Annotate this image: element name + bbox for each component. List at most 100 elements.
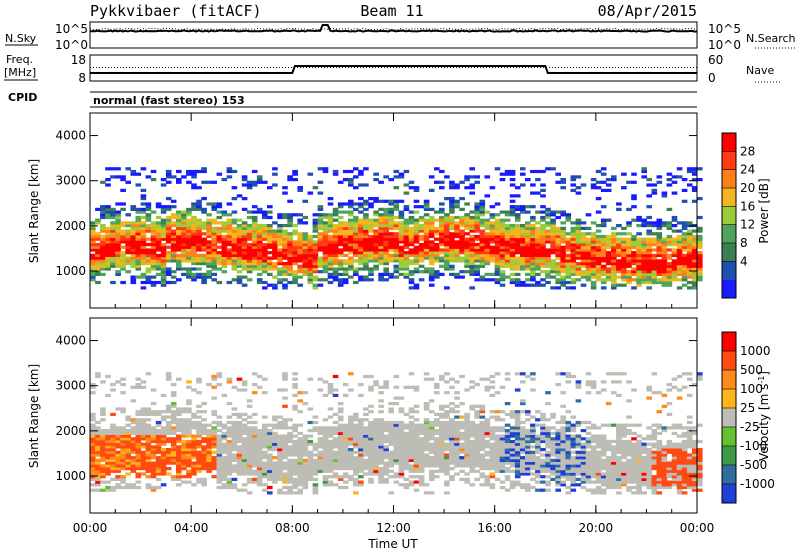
power-cell [454, 186, 460, 190]
power-cell [251, 180, 258, 184]
velocity-cell [216, 423, 223, 427]
velocity-cell [307, 429, 314, 433]
velocity-cell [489, 442, 496, 446]
velocity-cell [272, 431, 278, 435]
velocity-cell [408, 453, 415, 457]
velocity-cell [165, 461, 172, 465]
velocity-cell [484, 439, 491, 444]
power-cell [120, 262, 126, 266]
power-cell [368, 237, 374, 241]
power-cell [570, 267, 577, 271]
power-cell [408, 215, 415, 220]
velocity-cell [105, 450, 111, 454]
power-cell [449, 240, 455, 244]
velocity-cell [459, 448, 465, 452]
power-cell [135, 226, 142, 230]
velocity-cell [226, 480, 233, 484]
power-cell [90, 237, 96, 241]
power-cell [206, 224, 212, 228]
power-cell [611, 283, 617, 287]
velocity-cell [312, 469, 319, 473]
velocity-cell [262, 434, 268, 438]
power-cell [499, 232, 506, 236]
velocity-cell [191, 469, 197, 473]
velocity-cell [145, 445, 152, 449]
power-cell [206, 202, 212, 206]
velocity-cell [110, 485, 116, 490]
power-cell [342, 243, 349, 247]
power-cell [428, 218, 435, 222]
velocity-cell [358, 431, 364, 435]
power-cell [646, 253, 652, 257]
power-cell [322, 264, 329, 268]
velocity-cell [358, 429, 364, 433]
velocity-cell [90, 412, 96, 416]
velocity-cell [120, 445, 126, 449]
velocity-cell [509, 429, 516, 433]
velocity-cell [322, 475, 329, 479]
power-cell [115, 215, 121, 220]
velocity-cell [231, 456, 238, 460]
power-cell [459, 251, 465, 255]
velocity-cell [358, 456, 364, 460]
velocity-cell [191, 472, 197, 476]
power-cell [499, 226, 506, 230]
velocity-cell [140, 434, 147, 438]
velocity-cell [428, 469, 435, 473]
power-cell [176, 256, 182, 260]
velocity-cell [191, 445, 197, 449]
power-cell [302, 253, 309, 257]
velocity-cell [150, 437, 157, 441]
power-cell [540, 253, 546, 257]
power-cell [358, 275, 364, 279]
power-cell [342, 178, 349, 182]
velocity-cell [337, 485, 344, 490]
velocity-cell [514, 437, 521, 441]
velocity-cell [135, 423, 142, 427]
power-cell [439, 186, 445, 190]
power-cell [499, 210, 506, 214]
velocity-cell [464, 437, 470, 441]
power-cell [403, 234, 410, 239]
power-cell [434, 251, 440, 255]
power-cell [626, 253, 632, 257]
power-cell [256, 278, 263, 282]
power-cell [150, 264, 157, 268]
power-cell [378, 251, 384, 255]
power-cell [474, 215, 480, 220]
power-cell [600, 237, 607, 241]
velocity-cell [221, 472, 228, 476]
power-cell [661, 278, 668, 282]
power-cell [206, 240, 212, 244]
velocity-cell [317, 445, 324, 449]
power-cell [358, 237, 364, 241]
power-cell [130, 169, 137, 174]
power-cell [403, 272, 410, 276]
power-cell [110, 215, 116, 220]
power-cell [368, 229, 374, 233]
velocity-cell [216, 437, 223, 441]
power-cell [611, 262, 617, 266]
power-cell [130, 280, 137, 285]
power-cell [246, 262, 253, 266]
power-cell [616, 243, 622, 247]
velocity-cell [100, 437, 106, 441]
power-cell [201, 253, 207, 257]
power-cell [575, 251, 582, 255]
power-cell [150, 275, 157, 279]
power-cell [611, 280, 617, 285]
velocity-cell [428, 431, 435, 435]
power-cell [145, 229, 152, 233]
velocity-cell [115, 461, 121, 465]
velocity-cell [130, 448, 137, 452]
power-cell [656, 270, 663, 274]
power-cell [413, 234, 420, 239]
velocity-cell [383, 429, 389, 433]
velocity-cell [348, 450, 354, 454]
power-cell [353, 248, 359, 252]
power-cell [479, 199, 486, 203]
power-cell [514, 234, 521, 239]
power-cell [165, 169, 172, 174]
velocity-cell [155, 431, 162, 435]
power-cell [464, 253, 470, 257]
